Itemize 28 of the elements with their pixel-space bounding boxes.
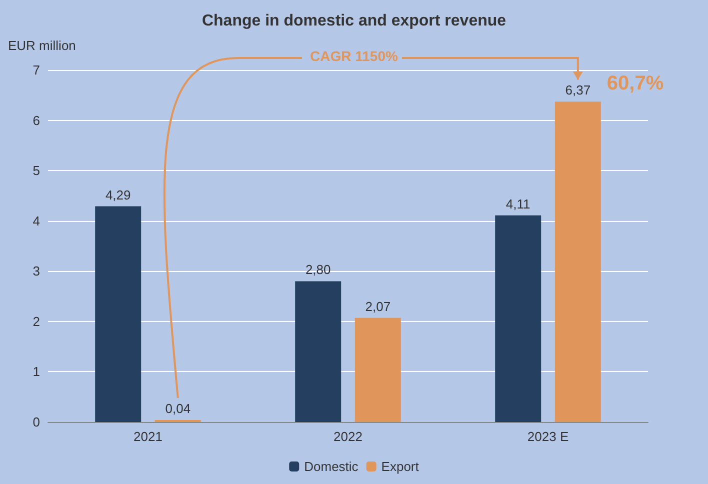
x-tick-label: 2021 [134,429,162,444]
bar [95,206,142,422]
y-tick-label: 0 [32,414,40,430]
bar [495,215,542,422]
y-tick-label: 7 [32,62,40,78]
y-tick-label: 6 [32,112,40,128]
y-tick-label: 3 [32,264,40,279]
bar [295,281,342,422]
x-tick-label: 2023 E [527,429,569,444]
bar [554,102,601,422]
legend-label: Export [381,459,420,474]
data-label: 6,37 [565,82,591,98]
data-label: 0,04 [165,400,191,416]
annotation: 60,7% [606,72,664,95]
data-label: 2,07 [365,298,391,314]
y-tick-label: 4 [32,213,40,228]
bar [354,318,401,422]
data-label: 4,11 [506,196,530,212]
data-label: 4,29 [105,187,131,202]
chart-title: Change in domestic and export revenue [202,12,506,30]
y-tick-label: 1 [32,364,40,380]
y-tick-label: 5 [32,163,40,178]
legend-label: Domestic [304,459,359,474]
data-label: 2,80 [305,262,331,278]
text: CAGR 1150% [310,48,398,64]
x-tick-label: 2022 [334,429,362,444]
y-tick-label: 2 [32,314,40,329]
y-axis-title: EUR million [8,38,76,53]
